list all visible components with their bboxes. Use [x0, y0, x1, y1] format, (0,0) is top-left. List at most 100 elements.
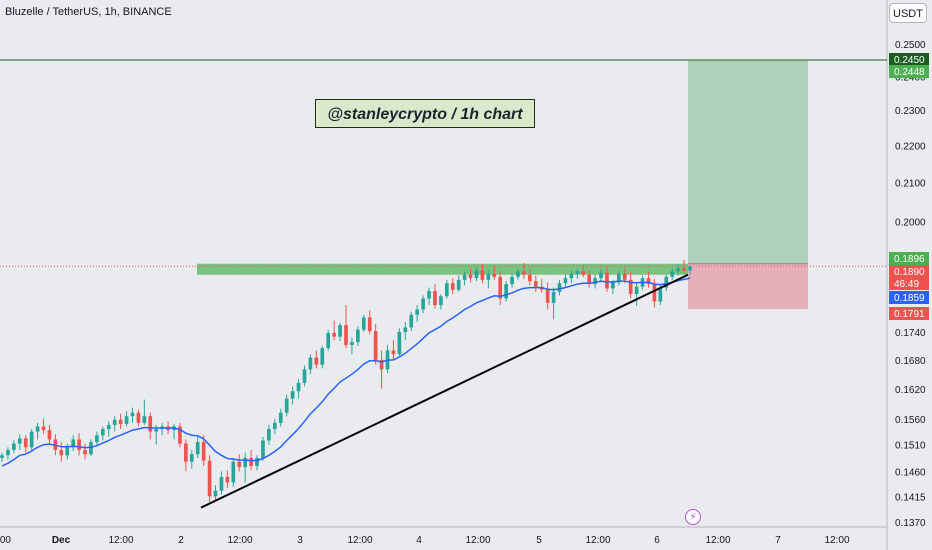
candle	[593, 274, 597, 289]
candle	[439, 294, 443, 310]
candle-body	[272, 422, 277, 430]
candle	[284, 394, 289, 417]
candle	[278, 408, 283, 427]
time-tick-label: 12:00	[705, 535, 730, 546]
candle-body	[326, 332, 331, 349]
time-tick-label: 12:00	[347, 535, 372, 546]
candle-body	[142, 416, 147, 423]
candle-body	[611, 282, 615, 289]
candle	[302, 365, 307, 387]
candle-body	[646, 278, 651, 285]
time-tick-label: 12:00	[824, 535, 849, 546]
candle	[83, 443, 87, 460]
candle-body	[154, 429, 159, 432]
price-label-text: 0.2450	[894, 55, 925, 66]
candle-body	[409, 314, 414, 328]
candle-body	[522, 271, 526, 275]
candle	[255, 455, 259, 471]
candle-body	[605, 272, 609, 289]
candles-group	[0, 259, 692, 502]
candle	[433, 284, 437, 309]
time-tick-label: 12:00	[585, 535, 610, 546]
candle	[41, 418, 46, 435]
candle-body	[474, 270, 479, 279]
candle-body	[124, 416, 129, 424]
candle	[112, 416, 117, 432]
candle-body	[255, 457, 259, 467]
candle	[415, 305, 420, 322]
candle-body	[373, 331, 378, 360]
candle-body	[581, 271, 586, 275]
candle	[326, 329, 331, 351]
candle-body	[237, 461, 242, 468]
candle-body	[593, 278, 597, 285]
ascending-trendline	[200, 273, 689, 509]
candle	[296, 379, 301, 399]
candle-body	[344, 325, 348, 345]
candle-body	[444, 283, 449, 297]
candle	[670, 268, 675, 280]
candle-body	[682, 268, 686, 271]
candle-body	[225, 476, 230, 483]
candle-body	[622, 273, 627, 280]
candle-body	[676, 268, 680, 272]
candle	[184, 439, 188, 472]
candle-body	[284, 398, 289, 413]
candle	[468, 268, 473, 283]
candle-body	[35, 426, 40, 432]
candle	[290, 386, 295, 405]
candle-body	[338, 325, 342, 337]
candle	[504, 281, 508, 302]
candle-body	[462, 274, 467, 280]
candle-body	[688, 266, 692, 271]
candle	[557, 279, 562, 296]
candle-body	[47, 430, 52, 440]
symbol-header: Bluzelle / TetherUS, 1h, BINANCE	[5, 6, 172, 18]
price-label-text: 0.1890	[894, 267, 925, 278]
candle	[59, 442, 64, 462]
candle-body	[510, 276, 514, 285]
candle	[272, 418, 277, 435]
price-axis: 0.25000.24000.23000.22000.21000.20000.17…	[889, 40, 929, 529]
candle	[551, 287, 556, 320]
candle-body	[267, 429, 271, 441]
candle-body	[41, 426, 46, 431]
candle	[338, 322, 342, 342]
candle	[516, 268, 520, 280]
candle-body	[557, 283, 562, 292]
candle-body	[628, 279, 633, 295]
candle	[100, 426, 105, 441]
candle-body	[468, 274, 473, 279]
candle	[29, 429, 34, 450]
candle	[130, 407, 135, 423]
candle-body	[569, 273, 574, 279]
price-label-profit: 0.2448	[889, 65, 929, 78]
candle	[403, 321, 408, 341]
candle	[528, 269, 532, 286]
candle-body	[296, 382, 301, 392]
candle-body	[302, 369, 307, 383]
candle-body	[528, 274, 532, 282]
candle	[599, 268, 603, 283]
candle-body	[219, 476, 224, 491]
candle-body	[195, 442, 200, 455]
candle-body	[65, 447, 70, 456]
candle-body	[29, 431, 34, 448]
candle-body	[403, 327, 408, 332]
candle	[344, 305, 348, 349]
candle-body	[658, 287, 663, 302]
currency-button[interactable]: USDT	[889, 3, 927, 23]
candle	[350, 337, 354, 355]
time-tick-label: 4	[416, 535, 422, 546]
price-label-text: 0.1791	[894, 309, 925, 320]
candle	[373, 323, 378, 365]
stop-loss-zone	[688, 263, 808, 310]
candle-body	[361, 317, 366, 330]
candle-body	[332, 332, 336, 337]
candle	[587, 270, 592, 288]
candle-body	[314, 357, 319, 365]
price-label-stop: 0.1791	[889, 307, 929, 320]
lightning-bolt-icon[interactable]: ⚡	[685, 509, 701, 525]
